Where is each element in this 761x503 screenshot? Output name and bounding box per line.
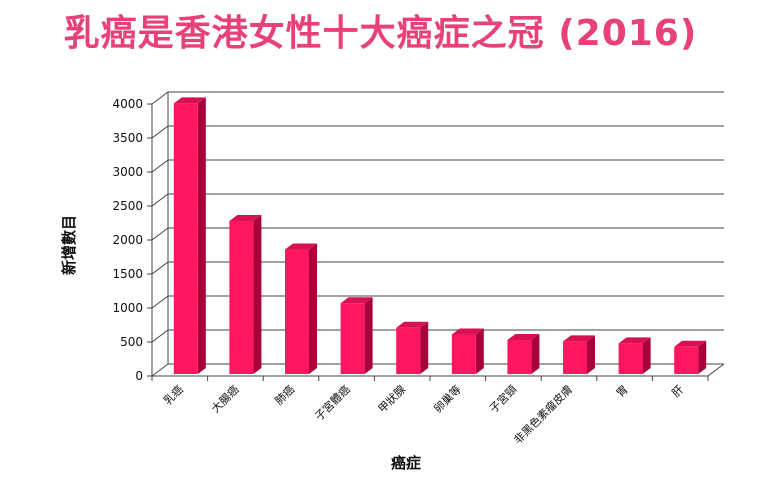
y-tick-label: 500 (120, 335, 143, 349)
gridline-depth (151, 261, 169, 275)
gridline-depth (151, 329, 169, 343)
bar-top (618, 337, 651, 344)
bar-side (309, 243, 317, 374)
gridline-depth (151, 193, 169, 207)
gridline-depth (151, 363, 169, 377)
x-tick-label: 胃 (614, 383, 631, 400)
bar (563, 341, 587, 374)
x-tick-label: 卵巢等 (431, 382, 464, 415)
bar-side (642, 337, 651, 374)
gridline-depth (151, 227, 169, 241)
y-tick-label: 0 (135, 369, 143, 383)
y-tick-label: 4000 (112, 97, 143, 111)
bar-side (475, 328, 484, 374)
bar-top (674, 340, 707, 347)
bar-side (364, 297, 373, 374)
bar-side (197, 97, 206, 374)
x-tick-label: 乳癌 (160, 382, 185, 407)
bar-side (253, 214, 262, 374)
y-axis-title: 新增數目 (60, 215, 78, 275)
bar-side (531, 333, 540, 374)
x-tick-label: 大腸癌 (208, 382, 241, 415)
y-tick-label: 3000 (112, 165, 143, 179)
bar (674, 346, 699, 374)
x-tick-label: 子宮體癌 (312, 382, 353, 423)
y-tick-label: 1000 (112, 301, 143, 315)
bar (340, 303, 365, 374)
bar (396, 327, 421, 374)
bar (229, 220, 254, 374)
bar-top (173, 97, 206, 104)
bars (173, 97, 707, 374)
gridline-depth (151, 295, 169, 309)
axes (147, 92, 725, 381)
gridline-depth (151, 125, 169, 139)
x-tick-label: 非黑色素瘤皮膚 (511, 382, 575, 446)
x-tick-label: 肺癌 (272, 382, 297, 407)
y-tick-label: 1500 (112, 267, 143, 281)
bar-top (451, 328, 484, 335)
bar-top (507, 333, 540, 340)
gridline-depth (151, 159, 169, 173)
x-axis-title: 癌症 (391, 454, 421, 472)
x-tick-label: 肝 (669, 383, 686, 400)
bar-side (698, 340, 707, 374)
gridline-depth (151, 91, 169, 105)
bar-top (229, 214, 262, 221)
bar-top (340, 297, 373, 304)
y-tick-label: 2000 (112, 233, 143, 247)
floor-right-edge (707, 363, 725, 377)
bar-top (563, 335, 595, 342)
bar-top (285, 243, 317, 250)
bar (173, 103, 198, 374)
bar (507, 339, 532, 374)
x-tick-label: 子宮頸 (486, 382, 519, 415)
bar (285, 249, 309, 374)
bar (451, 334, 476, 374)
y-tick-label: 2500 (112, 199, 143, 213)
bar-top (396, 321, 429, 328)
x-tick-label: 甲狀腺 (375, 382, 408, 415)
bar-side (420, 321, 429, 374)
bar (618, 343, 643, 374)
chart-title: 乳癌是香港女性十大癌症之冠 (2016) (63, 13, 698, 54)
bar-side (587, 335, 595, 374)
y-tick-label: 3500 (112, 131, 143, 145)
